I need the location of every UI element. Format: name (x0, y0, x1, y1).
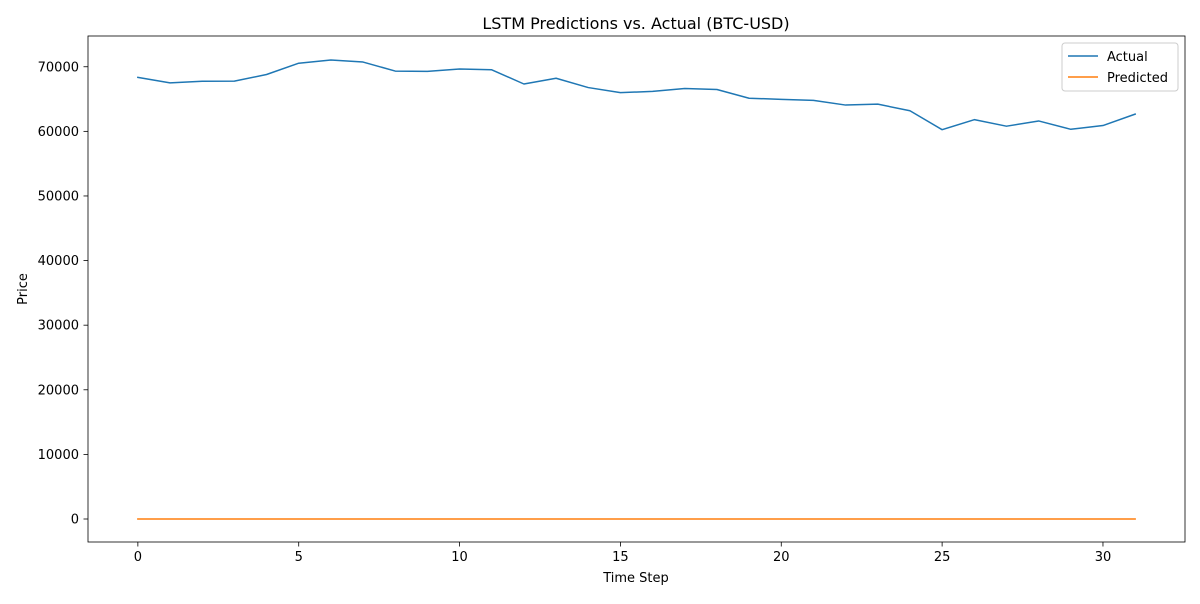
x-tick-label: 0 (134, 550, 142, 565)
series-line-actual (136, 59, 1137, 131)
legend-box (1061, 42, 1179, 92)
y-tick-label: 50000 (38, 189, 79, 204)
x-tick-label: 10 (451, 550, 468, 565)
x-axis-ticks: 0 5 10 15 20 25 30 (134, 542, 1112, 565)
y-tick-label: 30000 (38, 319, 79, 334)
y-axis-label: Price (16, 273, 31, 305)
legend-label-predicted: Predicted (1107, 71, 1168, 86)
y-tick-label: 40000 (38, 254, 79, 269)
legend: Actual Predicted (1061, 42, 1179, 92)
legend-label-actual: Actual (1107, 50, 1148, 65)
x-tick-label: 15 (612, 550, 629, 565)
x-axis-label: Time Step (602, 571, 669, 586)
chart-title: LSTM Predictions vs. Actual (BTC-USD) (482, 14, 789, 33)
y-tick-label: 70000 (38, 60, 79, 75)
x-tick-label: 5 (295, 550, 303, 565)
y-tick-label: 10000 (38, 448, 79, 463)
x-tick-label: 25 (934, 550, 951, 565)
y-tick-label: 20000 (38, 383, 79, 398)
y-tick-label: 0 (71, 513, 79, 528)
x-tick-label: 30 (1095, 550, 1112, 565)
y-tick-label: 60000 (38, 125, 79, 140)
y-axis-ticks: 0 10000 20000 30000 40000 50000 60000 70000 (38, 60, 88, 528)
series-layer (136, 59, 1137, 520)
x-tick-label: 20 (773, 550, 790, 565)
plot-area-frame (87, 35, 1186, 543)
